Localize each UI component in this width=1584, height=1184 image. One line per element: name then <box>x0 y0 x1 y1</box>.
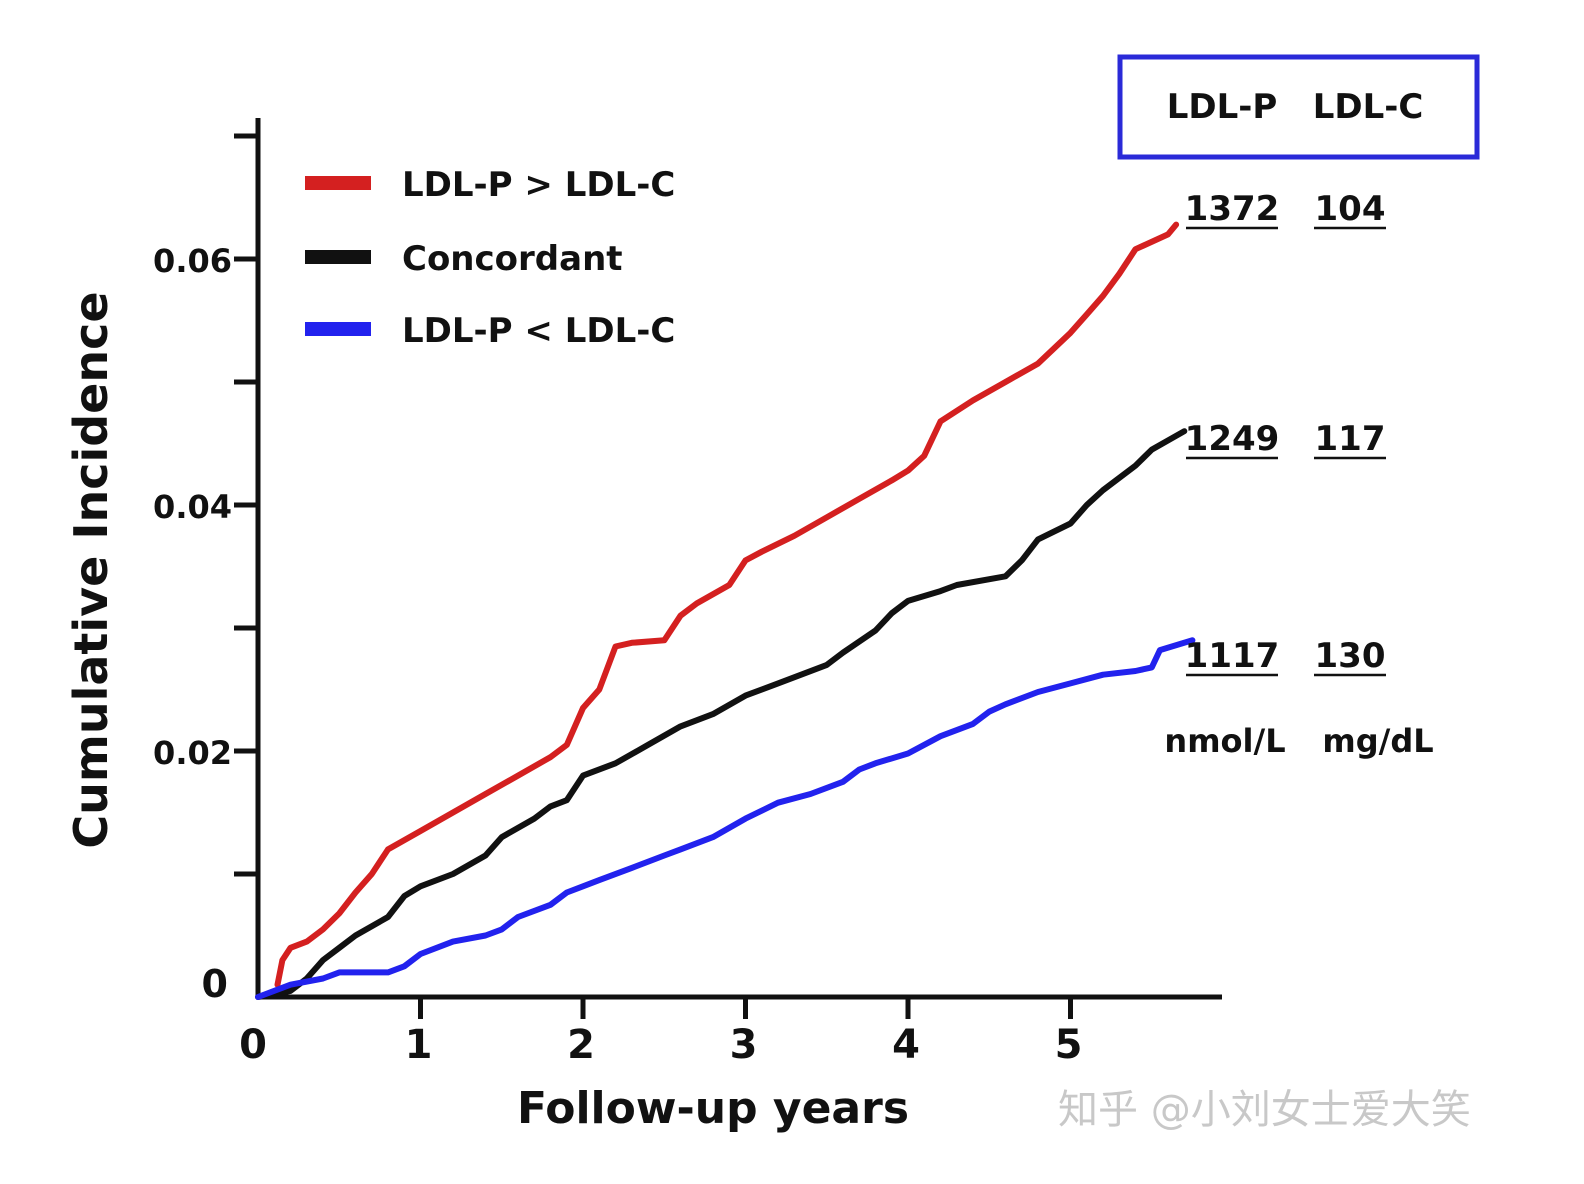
y-axis-label: Cumulative Incidence <box>64 291 118 848</box>
table-header-box <box>1117 54 1480 160</box>
series-line-1 <box>274 221 1180 988</box>
table-unit-ldlc: mg/dL <box>1322 722 1433 760</box>
y-tick-label: 0.06 <box>153 242 232 280</box>
x-tick-label: 4 <box>892 1022 920 1068</box>
series-line-2 <box>255 428 1188 1000</box>
series-group <box>255 221 1196 1000</box>
value-table: LDL-P LDL-C 1372 104 1249 117 1117 130 nmol/L… <box>1117 54 1480 760</box>
table-value-ldlc: 117 <box>1315 419 1386 459</box>
y-tick-label: 0.02 <box>153 734 232 772</box>
table-value-ldlp: 1117 <box>1185 636 1280 676</box>
x-tick-label: 5 <box>1055 1022 1083 1068</box>
table-value-ldlp: 1249 <box>1185 419 1280 459</box>
x-tick-label: 0 <box>239 1022 267 1068</box>
table-value-ldlc: 130 <box>1315 636 1386 676</box>
table-rows: 1372 104 1249 117 1117 130 <box>1185 189 1386 677</box>
y-tick-label: 0.04 <box>153 488 232 526</box>
watermark-text: 知乎 @小刘女士爱大笑 <box>1058 1087 1471 1133</box>
table-unit-ldlp: nmol/L <box>1164 722 1285 760</box>
x-axis-label: Follow-up years <box>517 1083 909 1134</box>
axes: 0 0.02 0.04 0.06 0 1 2 3 4 5 <box>153 118 1222 1068</box>
x-tick-label: 1 <box>405 1022 433 1068</box>
legend: LDL-P > LDL-C Concordant LDL-P < LDL-C <box>305 165 675 351</box>
legend-label: Concordant <box>402 239 623 279</box>
y-tick-label: 0 <box>202 962 228 1006</box>
table-value-ldlc: 104 <box>1315 189 1386 229</box>
series-line-3 <box>255 637 1196 1000</box>
legend-label: LDL-P < LDL-C <box>402 311 675 351</box>
legend-label: LDL-P > LDL-C <box>402 165 675 205</box>
table-header-ldlc: LDL-C <box>1313 87 1424 127</box>
table-value-ldlp: 1372 <box>1185 189 1280 229</box>
table-header-ldlp: LDL-P <box>1167 87 1278 127</box>
x-tick-label: 3 <box>730 1022 758 1068</box>
x-tick-label: 2 <box>567 1022 595 1068</box>
